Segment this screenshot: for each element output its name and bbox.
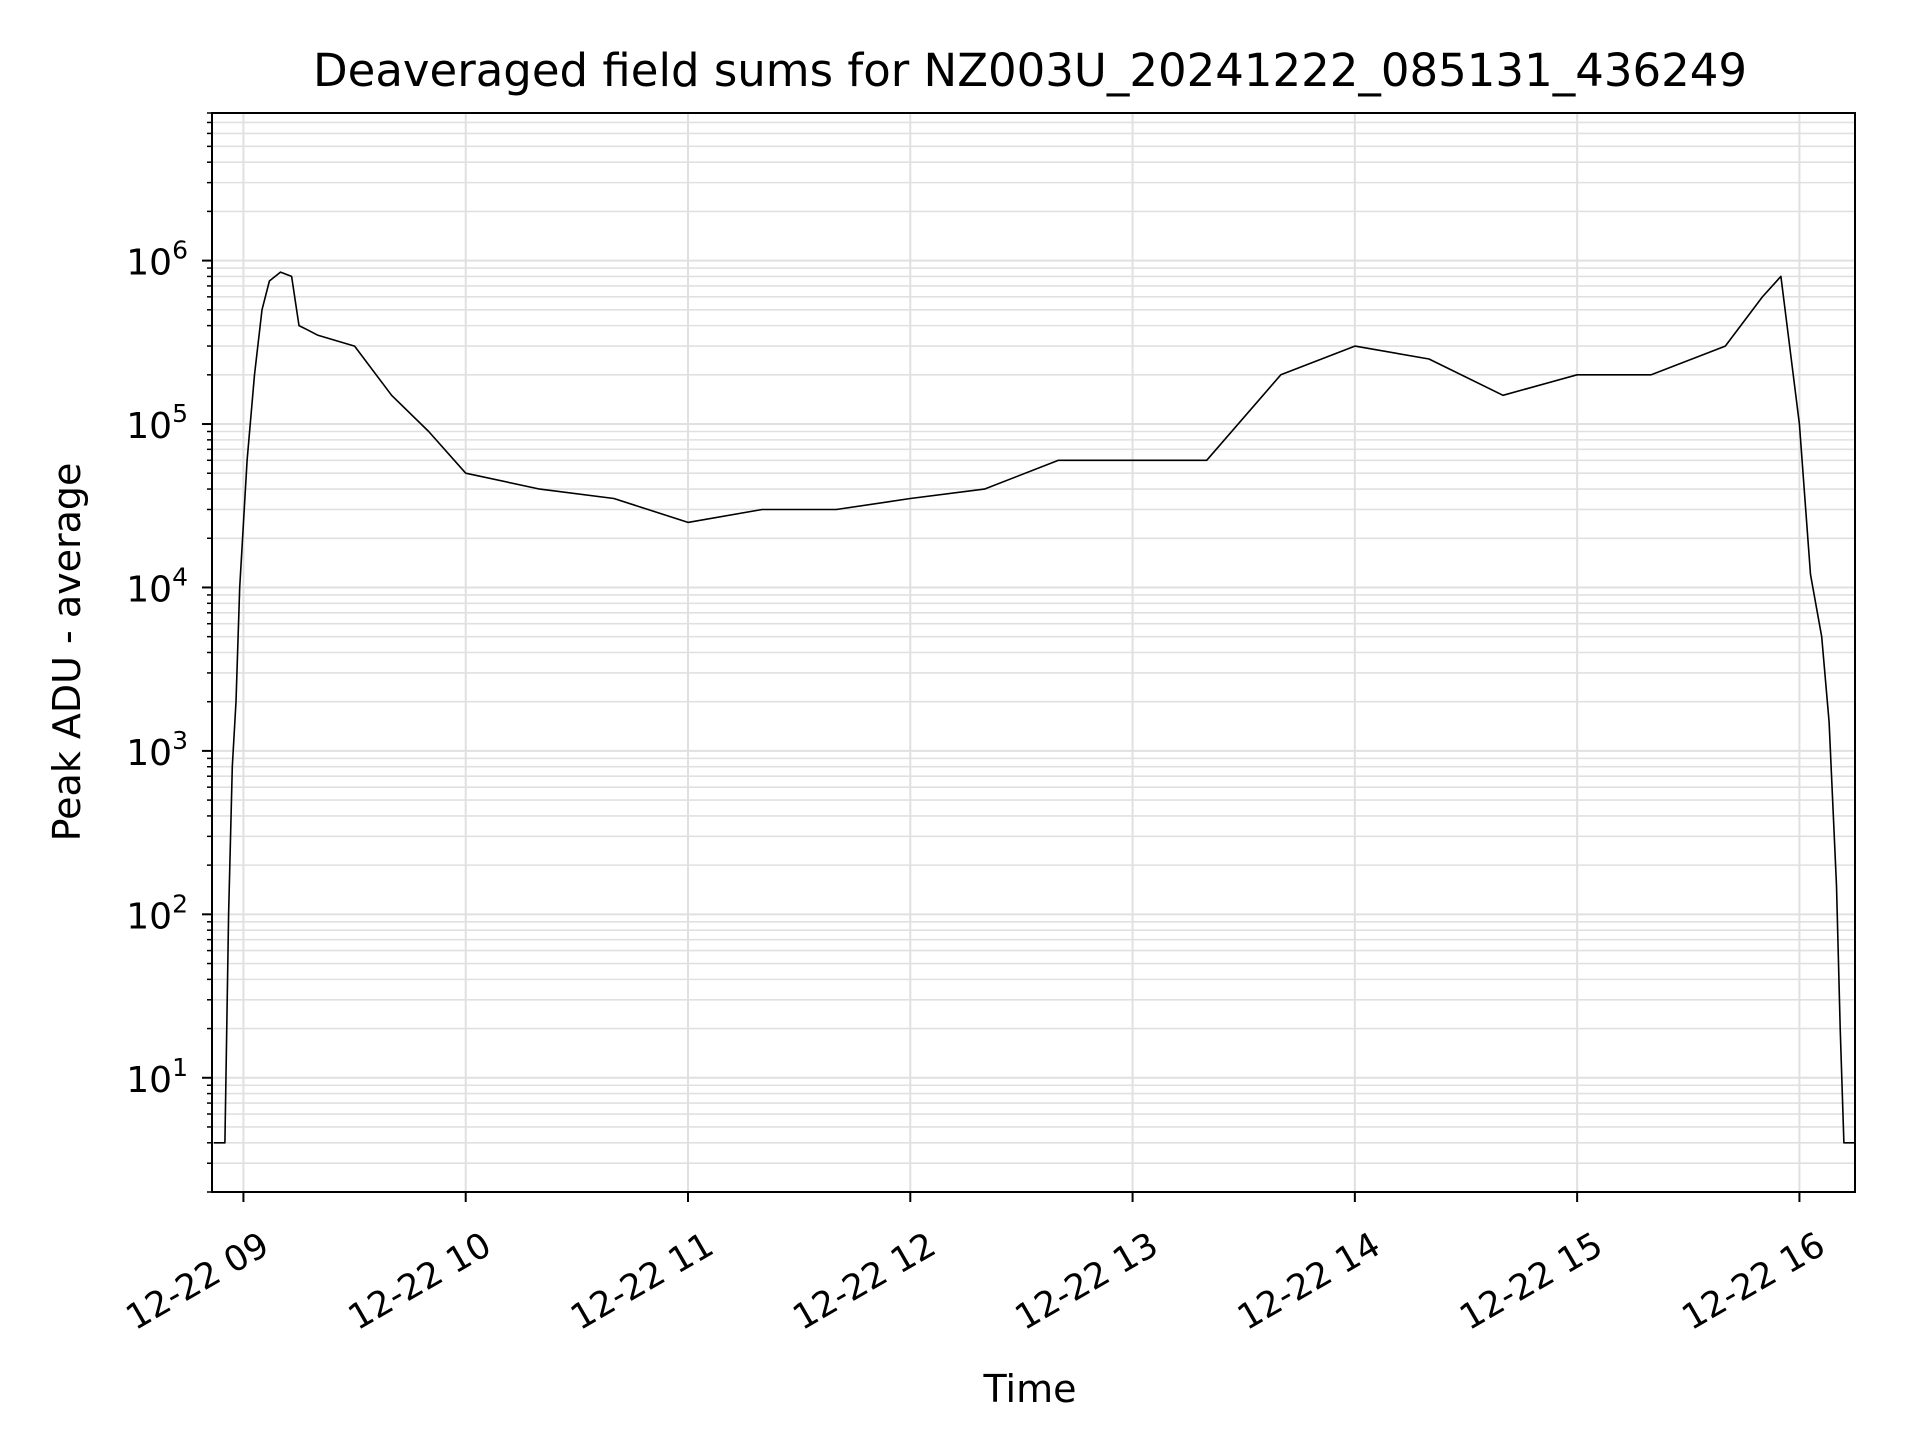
y-tick-label: 103 xyxy=(126,726,188,774)
series-layer xyxy=(213,271,1855,1144)
y-axis-label: Peak ADU - average xyxy=(45,463,89,842)
y-tick-label: 102 xyxy=(126,889,188,937)
y-tick-label: 104 xyxy=(126,562,188,610)
chart-title: Deaveraged field sums for NZ003U_2024122… xyxy=(313,44,1747,97)
series-line xyxy=(213,271,1855,1144)
y-tick-label: 101 xyxy=(126,1053,188,1101)
y-tick-label: 106 xyxy=(126,236,188,284)
y-axis-ticks: 101 102 103 104 105 106 xyxy=(126,112,212,1193)
x-axis-label: Time xyxy=(983,1367,1077,1411)
y-tick-label: 105 xyxy=(126,399,188,447)
